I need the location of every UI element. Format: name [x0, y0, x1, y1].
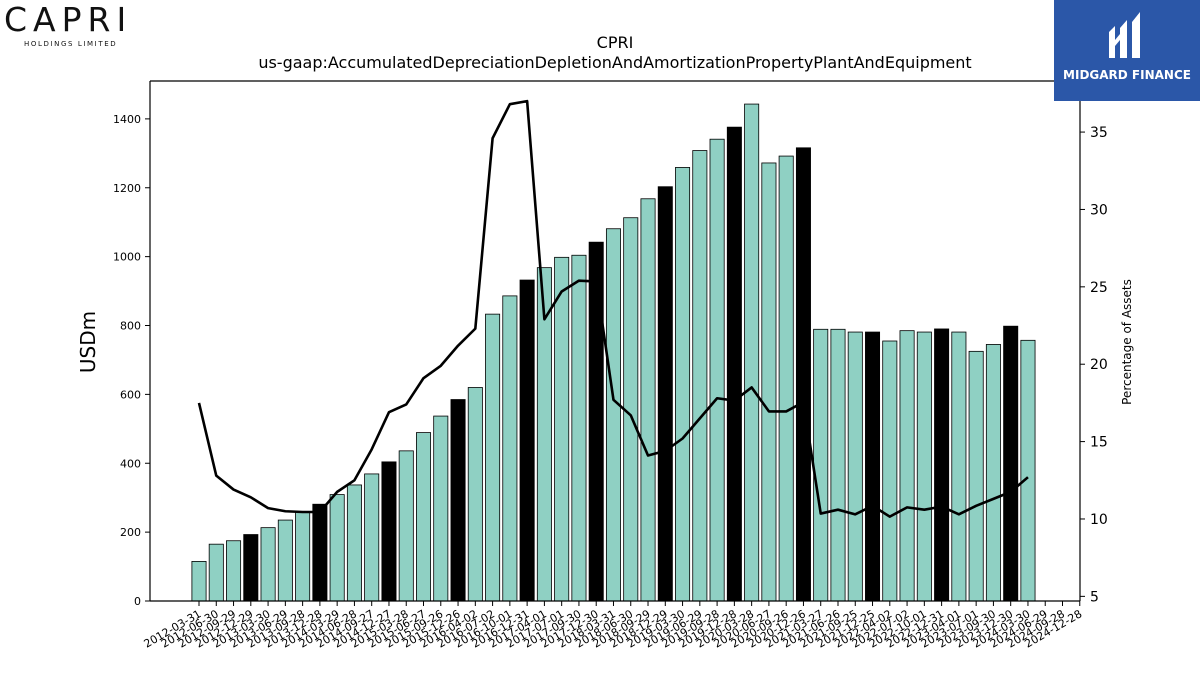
bar-2021-09-25 — [847, 331, 863, 602]
bar-2018-03-31 — [605, 228, 621, 602]
bar-2020-09-26 — [778, 155, 794, 602]
y-axis-label: USDm — [76, 311, 100, 373]
axes-group: 0200400600800100012001400510152025303520… — [113, 80, 1108, 651]
bar-2018-09-29 — [640, 198, 656, 602]
bar-2016-04-02 — [467, 387, 483, 602]
bar-2015-12-26 — [450, 399, 466, 602]
chart-subtitle: us-gaap:AccumulatedDepreciationDepletion… — [258, 53, 971, 72]
y-tick-label-1400: 1400 — [113, 113, 141, 126]
bar-2019-09-28 — [709, 138, 725, 602]
bar-2020-03-28 — [744, 103, 760, 602]
bar-2015-06-27 — [416, 432, 432, 602]
bar-2023-12-30 — [1003, 325, 1019, 602]
y2-tick-label-15: 15 — [1090, 435, 1108, 451]
bar-2021-12-25 — [865, 331, 881, 602]
bars-group — [191, 103, 1036, 602]
bar-2013-09-28 — [295, 511, 311, 602]
bar-2017-12-30 — [588, 241, 604, 602]
midgard-finance-logo: MIDGARD FINANCE — [1054, 0, 1200, 101]
bar-2019-03-30 — [675, 167, 691, 602]
bar-2016-07-02 — [485, 313, 501, 602]
bar-2016-12-31 — [519, 279, 535, 602]
y-tick-label-1000: 1000 — [113, 251, 141, 264]
y2-tick-label-25: 25 — [1090, 280, 1108, 296]
bar-2014-12-27 — [381, 461, 397, 602]
bar-2021-06-26 — [830, 328, 846, 602]
y-tick-label-600: 600 — [120, 388, 141, 401]
bar-2012-09-29 — [226, 540, 242, 602]
bar-2014-09-27 — [364, 473, 380, 602]
bar-2012-12-29 — [243, 534, 259, 602]
bar-2017-07-01 — [554, 256, 570, 602]
bar-2013-12-28 — [312, 503, 328, 602]
capri-logo-sub: HOLDINGS LIMITED — [24, 40, 118, 48]
bar-2020-12-26 — [795, 147, 811, 602]
bar-2022-12-31 — [934, 328, 950, 602]
bar-2012-03-31 — [191, 561, 207, 602]
y-tick-label-200: 200 — [120, 526, 141, 539]
bar-2022-10-01 — [916, 331, 932, 602]
y2-tick-label-5: 5 — [1090, 589, 1099, 605]
y2-tick-label-35: 35 — [1090, 125, 1108, 141]
bar-2018-12-29 — [657, 186, 673, 602]
bar-2012-06-30 — [208, 543, 224, 602]
bar-2013-06-29 — [277, 519, 293, 602]
y2-tick-label-10: 10 — [1090, 512, 1108, 528]
bar-2017-09-30 — [571, 254, 587, 602]
chart-title: CPRI — [597, 33, 634, 52]
bar-2023-04-01 — [951, 331, 967, 602]
bar-2020-06-27 — [761, 162, 777, 602]
bar-2021-03-27 — [813, 328, 829, 602]
bar-2019-12-28 — [726, 126, 742, 602]
y-tick-label-0: 0 — [134, 595, 141, 608]
y-tick-label-400: 400 — [120, 457, 141, 470]
y2-tick-label-30: 30 — [1090, 202, 1108, 218]
bar-2022-04-02 — [882, 340, 898, 602]
bar-2023-09-30 — [985, 344, 1001, 602]
midgard-logo-icon — [1109, 12, 1140, 58]
bar-2016-10-01 — [502, 295, 518, 602]
bar-2014-03-29 — [329, 494, 345, 602]
y2-axis-label: Percentage of Assets — [1120, 279, 1134, 405]
capri-logo: CAPRI HOLDINGS LIMITED — [4, 2, 152, 52]
y-tick-label-1200: 1200 — [113, 182, 141, 195]
percentage-line — [197, 99, 1029, 518]
bar-2022-07-02 — [899, 330, 915, 602]
y-tick-label-800: 800 — [120, 320, 141, 333]
bar-2024-03-30 — [1020, 339, 1036, 602]
capri-logo-word: CAPRI — [4, 0, 133, 39]
bar-2015-03-28 — [398, 450, 414, 602]
y2-tick-label-20: 20 — [1090, 357, 1108, 373]
bar-2023-07-01 — [968, 350, 984, 602]
bar-2013-03-30 — [260, 527, 276, 602]
line-group — [197, 99, 1029, 518]
bar-2019-06-29 — [692, 150, 708, 602]
midgard-logo-text: MIDGARD FINANCE — [1063, 68, 1191, 82]
bar-2014-06-28 — [346, 484, 362, 602]
bar-2015-09-26 — [433, 415, 449, 602]
